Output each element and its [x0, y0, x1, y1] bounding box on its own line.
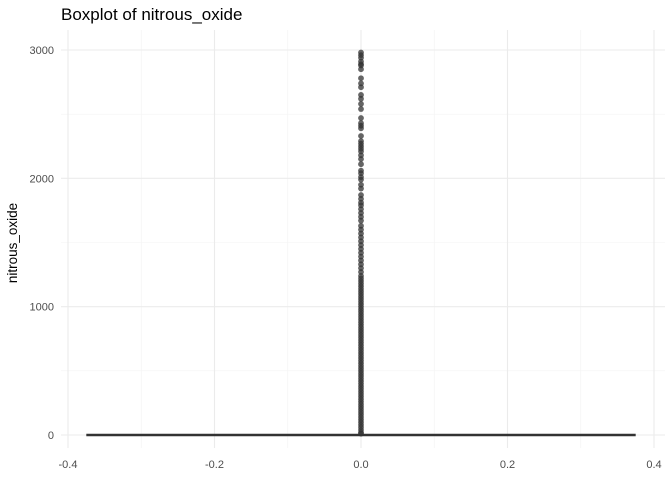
outlier-point	[358, 133, 364, 139]
outlier-point	[358, 185, 364, 192]
outlier-point	[358, 156, 364, 162]
outlier-point	[358, 95, 364, 102]
x-tick-label: -0.2	[205, 459, 224, 471]
outlier-point	[358, 101, 364, 107]
x-tick-label: 0.4	[646, 459, 661, 471]
outlier-point	[358, 84, 364, 91]
outlier-point	[358, 217, 364, 224]
x-axis-ticks: -0.4 -0.2 0.0 0.2 0.4	[59, 459, 662, 471]
outlier-point	[358, 115, 364, 121]
outlier-point	[358, 75, 364, 82]
y-axis-label: nitrous_oxide	[5, 203, 20, 283]
x-tick-label: -0.4	[59, 459, 78, 471]
outlier-point	[358, 106, 364, 112]
chart-title: Boxplot of nitrous_oxide	[61, 5, 242, 24]
y-tick-label: 1000	[30, 302, 54, 314]
outlier-point	[358, 66, 364, 73]
outlier-point	[358, 176, 364, 183]
y-axis-ticks: 0 1000 2000 3000	[30, 45, 54, 442]
plot-area	[86, 49, 636, 437]
y-tick-label: 3000	[30, 45, 54, 57]
outlier-point	[358, 430, 364, 437]
x-tick-label: 0.0	[353, 459, 368, 471]
x-tick-label: 0.2	[500, 459, 515, 471]
outlier-point	[358, 161, 364, 168]
outlier-point	[358, 125, 364, 132]
y-tick-label: 2000	[30, 173, 54, 185]
y-tick-label: 0	[48, 430, 54, 442]
